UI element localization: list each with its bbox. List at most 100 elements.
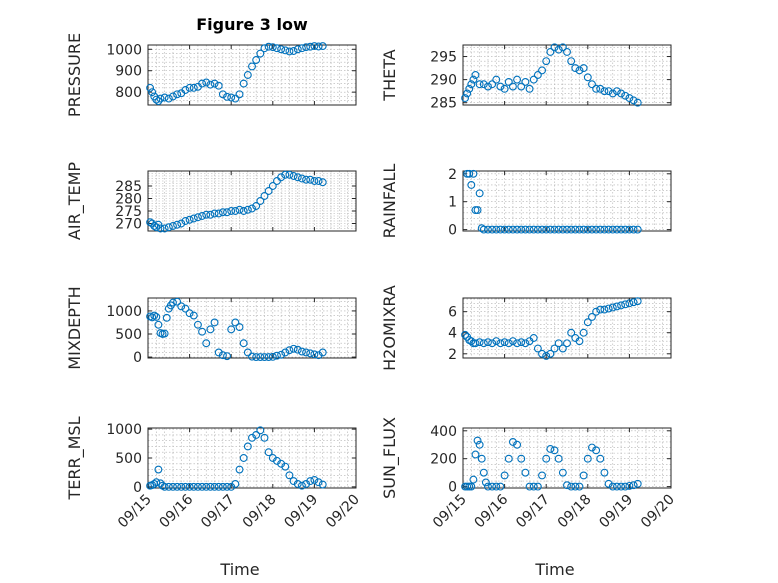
axes-background: [462, 427, 672, 489]
y-tick-label: 280: [115, 192, 142, 208]
data-point: [156, 224, 165, 233]
data-point: [481, 478, 490, 487]
data-point: [542, 57, 551, 66]
data-point: [633, 297, 642, 306]
data-point: [202, 78, 211, 87]
data-point: [600, 305, 609, 314]
data-point: [293, 173, 302, 182]
data-point: [148, 313, 157, 322]
data-point: [525, 482, 534, 491]
data-point: [575, 482, 584, 491]
y-axis-label: MIXDEPTH: [65, 286, 84, 369]
data-point: [235, 205, 244, 214]
data-point: [504, 77, 513, 86]
data-point: [169, 92, 177, 101]
data-point: [160, 482, 169, 491]
data-point: [575, 225, 584, 234]
data-point: [465, 169, 474, 178]
y-tick-label: 270: [115, 217, 142, 233]
data-point: [256, 353, 265, 362]
data-point: [164, 94, 173, 103]
data-point: [281, 46, 290, 55]
y-axis-label: AIR_TEMP: [65, 162, 85, 240]
data-point: [604, 87, 613, 96]
data-point: [469, 475, 478, 484]
data-point: [469, 169, 478, 178]
data-point: [231, 207, 240, 215]
data-point: [542, 351, 551, 360]
data-point: [214, 81, 223, 90]
data-point: [293, 345, 302, 354]
data-point: [588, 312, 596, 321]
data-point: [617, 225, 626, 234]
data-point: [239, 207, 248, 215]
x-tick-label: 09/16: [157, 491, 197, 531]
data-point: [471, 206, 480, 215]
data-point: [558, 43, 567, 52]
data-point: [496, 225, 505, 234]
data-point: [488, 80, 497, 89]
data-point: [521, 77, 530, 86]
data-point: [256, 49, 265, 58]
data-point: [154, 97, 163, 106]
data-point: [492, 75, 501, 84]
y-tick-label: 1000: [106, 304, 142, 320]
data-point: [592, 446, 601, 455]
data-point: [550, 344, 559, 353]
data-point: [533, 225, 542, 234]
data-point: [463, 89, 472, 98]
data-point: [529, 75, 538, 84]
data-point: [533, 71, 542, 79]
data-point: [177, 302, 186, 311]
data-point: [473, 206, 482, 215]
y-axis-label: H2OMIXRA: [380, 285, 399, 371]
data-point: [160, 329, 169, 338]
data-point: [621, 225, 630, 234]
data-point: [227, 325, 236, 334]
data-point: [260, 44, 269, 53]
data-point: [318, 42, 327, 51]
data-point: [496, 482, 505, 491]
data-point: [612, 482, 621, 491]
data-point: [567, 57, 576, 66]
data-point: [297, 481, 306, 490]
axes-background: [147, 427, 357, 489]
data-point: [625, 299, 634, 308]
data-point: [467, 337, 476, 346]
data-point: [235, 465, 244, 474]
subplot-mixdepth: 0 500 1000 MIXDEPTH: [65, 286, 357, 370]
data-point: [154, 320, 163, 329]
data-point: [231, 318, 240, 327]
data-point: [521, 225, 530, 234]
axes-background: [462, 44, 672, 106]
data-point: [529, 334, 538, 342]
data-point: [198, 482, 207, 491]
data-point: [479, 468, 488, 477]
data-point: [558, 344, 567, 353]
data-point: [173, 220, 182, 229]
data-point: [177, 482, 186, 491]
data-point: [600, 468, 609, 477]
data-point: [198, 327, 207, 336]
data-point: [289, 172, 298, 180]
data-point: [214, 348, 223, 357]
data-point: [281, 348, 290, 357]
data-point: [181, 482, 190, 491]
x-axis-label: Time: [534, 560, 574, 579]
data-point: [500, 338, 509, 347]
y-tick-label: 290: [430, 73, 457, 89]
data-point: [596, 454, 605, 463]
data-point: [538, 349, 546, 358]
data-point: [475, 80, 484, 89]
data-point: [488, 339, 497, 348]
y-tick-label: 400: [430, 424, 457, 440]
axes-background: [147, 44, 357, 106]
data-point: [629, 225, 638, 234]
data-point: [546, 444, 555, 453]
data-point: [517, 454, 526, 463]
data-point: [550, 446, 559, 455]
y-tick-label: 500: [115, 451, 142, 467]
y-tick-label: 200: [430, 452, 457, 468]
data-point: [579, 471, 588, 480]
